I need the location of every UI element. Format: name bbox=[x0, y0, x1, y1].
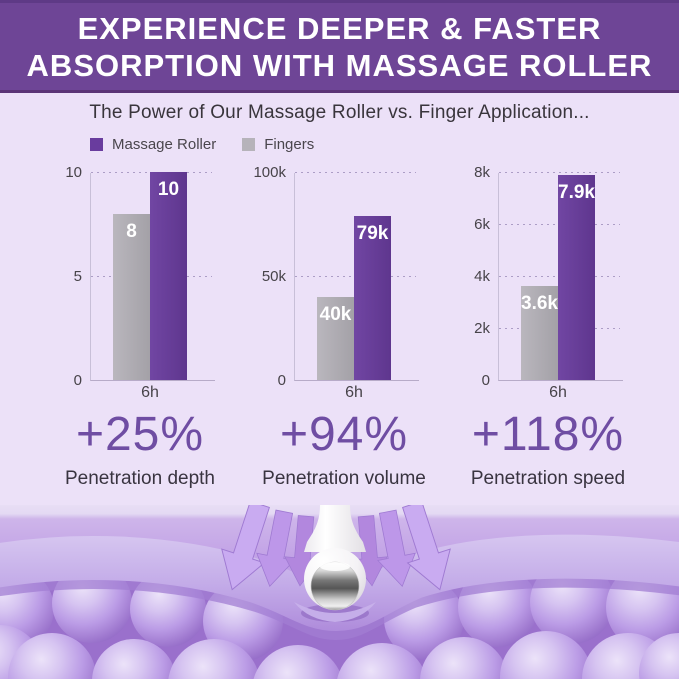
legend-item-fingers: Fingers bbox=[242, 136, 314, 153]
down-arrow-icon bbox=[402, 505, 451, 591]
chart-penetration-volume: 0 50k 100k 40k 79k 6h bbox=[246, 163, 442, 401]
stat-value: +118% bbox=[471, 408, 625, 461]
roller-handle bbox=[304, 505, 366, 552]
legend-item-massage-roller: Massage Roller bbox=[90, 136, 216, 153]
y-tick-label: 0 bbox=[73, 372, 82, 389]
header-title-line2: ABSORPTION WITH MASSAGE ROLLER bbox=[26, 47, 653, 83]
plot-area: 3.6k 7.9k 6h bbox=[498, 172, 623, 401]
chrome-highlight bbox=[320, 562, 350, 571]
gridline bbox=[499, 172, 620, 173]
y-tick-label: 0 bbox=[481, 372, 490, 389]
y-tick-label: 0 bbox=[277, 372, 286, 389]
down-arrow-icon bbox=[377, 509, 416, 588]
bar-group: 3.6k 7.9k bbox=[521, 174, 595, 380]
chart-penetration-speed: 0 2k 4k 6k 8k 3.6k 7.9k 6h bbox=[450, 163, 646, 401]
bar-value-label: 7.9k bbox=[558, 181, 595, 203]
x-tick-label: 6h bbox=[141, 384, 159, 401]
chart-subtitle: The Power of Our Massage Roller vs. Fing… bbox=[89, 102, 590, 123]
y-tick-label: 6k bbox=[474, 216, 490, 233]
massage-roller-illustration bbox=[0, 505, 679, 679]
y-tick-label: 5 bbox=[73, 268, 82, 285]
x-tick-label: 6h bbox=[549, 384, 567, 401]
bar-value-label: 10 bbox=[157, 179, 180, 200]
plot-area: 40k 79k 6h bbox=[294, 172, 419, 401]
bar-value-label: 79k bbox=[356, 222, 389, 244]
stats-row: +25% Penetration depth +94% Penetration … bbox=[42, 407, 679, 490]
y-axis-labels: 0 50k 100k bbox=[246, 164, 294, 389]
bar-value-label: 3.6k bbox=[521, 293, 558, 315]
skin-dip-front-lip bbox=[294, 602, 376, 622]
y-tick-label: 8k bbox=[474, 164, 490, 181]
bar-value-label: 8 bbox=[126, 220, 137, 242]
stat-value: +25% bbox=[75, 408, 205, 461]
legend-swatch-massage-roller bbox=[90, 138, 103, 151]
stat-penetration-depth: +25% Penetration depth bbox=[42, 407, 238, 490]
plot-area: 8 10 6h bbox=[90, 172, 215, 401]
stat-penetration-speed: +118% Penetration speed bbox=[450, 407, 646, 490]
stat-penetration-volume: +94% Penetration volume bbox=[246, 407, 442, 490]
y-tick-label: 10 bbox=[65, 164, 82, 181]
legend-swatch-fingers bbox=[242, 138, 256, 151]
y-tick-label: 100k bbox=[253, 164, 286, 181]
stat-label: Penetration volume bbox=[262, 468, 426, 489]
chart-penetration-depth: 0 5 10 8 10 6h bbox=[42, 163, 238, 401]
header-banner: EXPERIENCE DEEPER & FASTER ABSORPTION WI… bbox=[0, 0, 679, 93]
y-axis-labels: 0 5 10 bbox=[42, 164, 90, 389]
bar-value-label: 40k bbox=[319, 303, 352, 325]
charts-row: 0 5 10 8 10 6h 0 50k 100k 40k 79k 6h 0 2k 4k 6k 8k 3.6k… bbox=[42, 163, 679, 401]
hero-scene-svg bbox=[0, 505, 679, 679]
down-arrow-icon bbox=[256, 509, 295, 588]
skin-underside-shadow bbox=[0, 577, 679, 641]
y-tick-label: 2k bbox=[474, 320, 490, 337]
bar-fingers: 3.6k bbox=[521, 286, 558, 380]
stat-label: Penetration depth bbox=[64, 468, 215, 489]
bar-group: 40k 79k bbox=[317, 215, 391, 380]
y-axis-labels: 0 2k 4k 6k 8k bbox=[450, 164, 498, 389]
y-tick-label: 4k bbox=[474, 268, 490, 285]
legend-label: Fingers bbox=[264, 136, 315, 153]
bar-massage-roller: 79k bbox=[354, 215, 391, 380]
x-tick-label: 6h bbox=[345, 384, 363, 401]
stat-value: +94% bbox=[279, 408, 409, 461]
bar-fingers: 40k bbox=[317, 296, 354, 380]
bar-group: 8 10 bbox=[113, 172, 187, 380]
bar-fingers: 8 bbox=[113, 213, 150, 380]
header-title-line1: EXPERIENCE DEEPER & FASTER bbox=[77, 10, 602, 46]
bar-massage-roller: 10 bbox=[150, 172, 187, 380]
bar-massage-roller: 7.9k bbox=[558, 174, 595, 380]
massage-roller-tool bbox=[304, 505, 366, 611]
stat-label: Penetration speed bbox=[470, 468, 626, 489]
gridline bbox=[295, 172, 416, 173]
y-tick-label: 50k bbox=[261, 268, 286, 285]
legend-label: Massage Roller bbox=[112, 136, 217, 153]
down-arrow-icon bbox=[221, 505, 270, 591]
chart-legend: Massage Roller Fingers bbox=[90, 136, 679, 153]
